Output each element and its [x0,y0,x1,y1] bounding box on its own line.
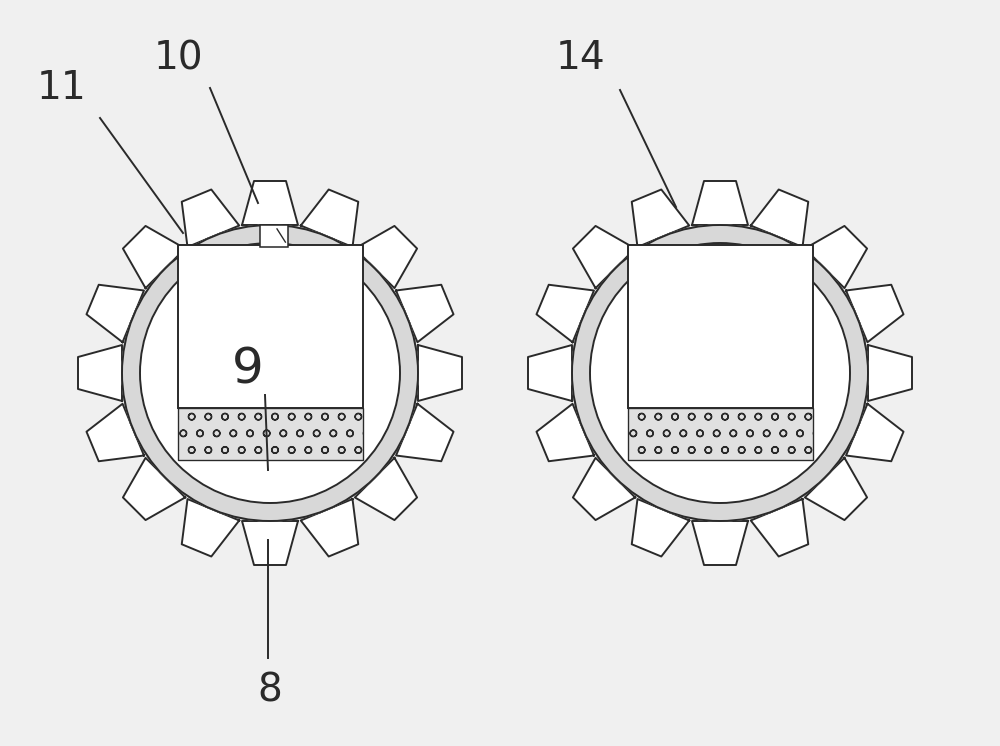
Polygon shape [355,226,417,288]
Polygon shape [301,189,358,247]
Polygon shape [846,404,904,461]
Circle shape [122,225,418,521]
Polygon shape [805,458,867,520]
Polygon shape [751,189,808,247]
Polygon shape [573,226,635,288]
Polygon shape [536,404,594,461]
Polygon shape [868,345,912,401]
Polygon shape [86,404,144,461]
Polygon shape [805,226,867,288]
Bar [260,225,288,246]
Text: 14: 14 [555,39,605,77]
Text: 9: 9 [232,346,264,394]
Polygon shape [301,499,358,557]
Polygon shape [242,181,298,225]
Polygon shape [78,345,122,401]
Polygon shape [528,345,572,401]
Circle shape [572,225,868,521]
Bar [628,407,812,460]
Text: 8: 8 [258,671,282,709]
Text: 11: 11 [37,69,87,107]
Bar [628,245,812,407]
Polygon shape [396,285,454,342]
Polygon shape [418,345,462,401]
Circle shape [122,225,418,521]
Polygon shape [182,189,239,247]
Polygon shape [632,499,689,557]
Circle shape [590,243,850,503]
Text: 10: 10 [153,39,203,77]
Bar [178,245,362,407]
Polygon shape [182,499,239,557]
Circle shape [572,225,868,521]
Polygon shape [123,458,185,520]
Circle shape [140,243,400,503]
Polygon shape [355,458,417,520]
Polygon shape [536,285,594,342]
Polygon shape [86,285,144,342]
Polygon shape [242,521,298,565]
Bar [178,407,362,460]
Polygon shape [846,285,904,342]
Polygon shape [632,189,689,247]
Polygon shape [573,458,635,520]
Polygon shape [692,521,748,565]
Polygon shape [396,404,454,461]
Polygon shape [751,499,808,557]
Polygon shape [692,181,748,225]
Polygon shape [123,226,185,288]
